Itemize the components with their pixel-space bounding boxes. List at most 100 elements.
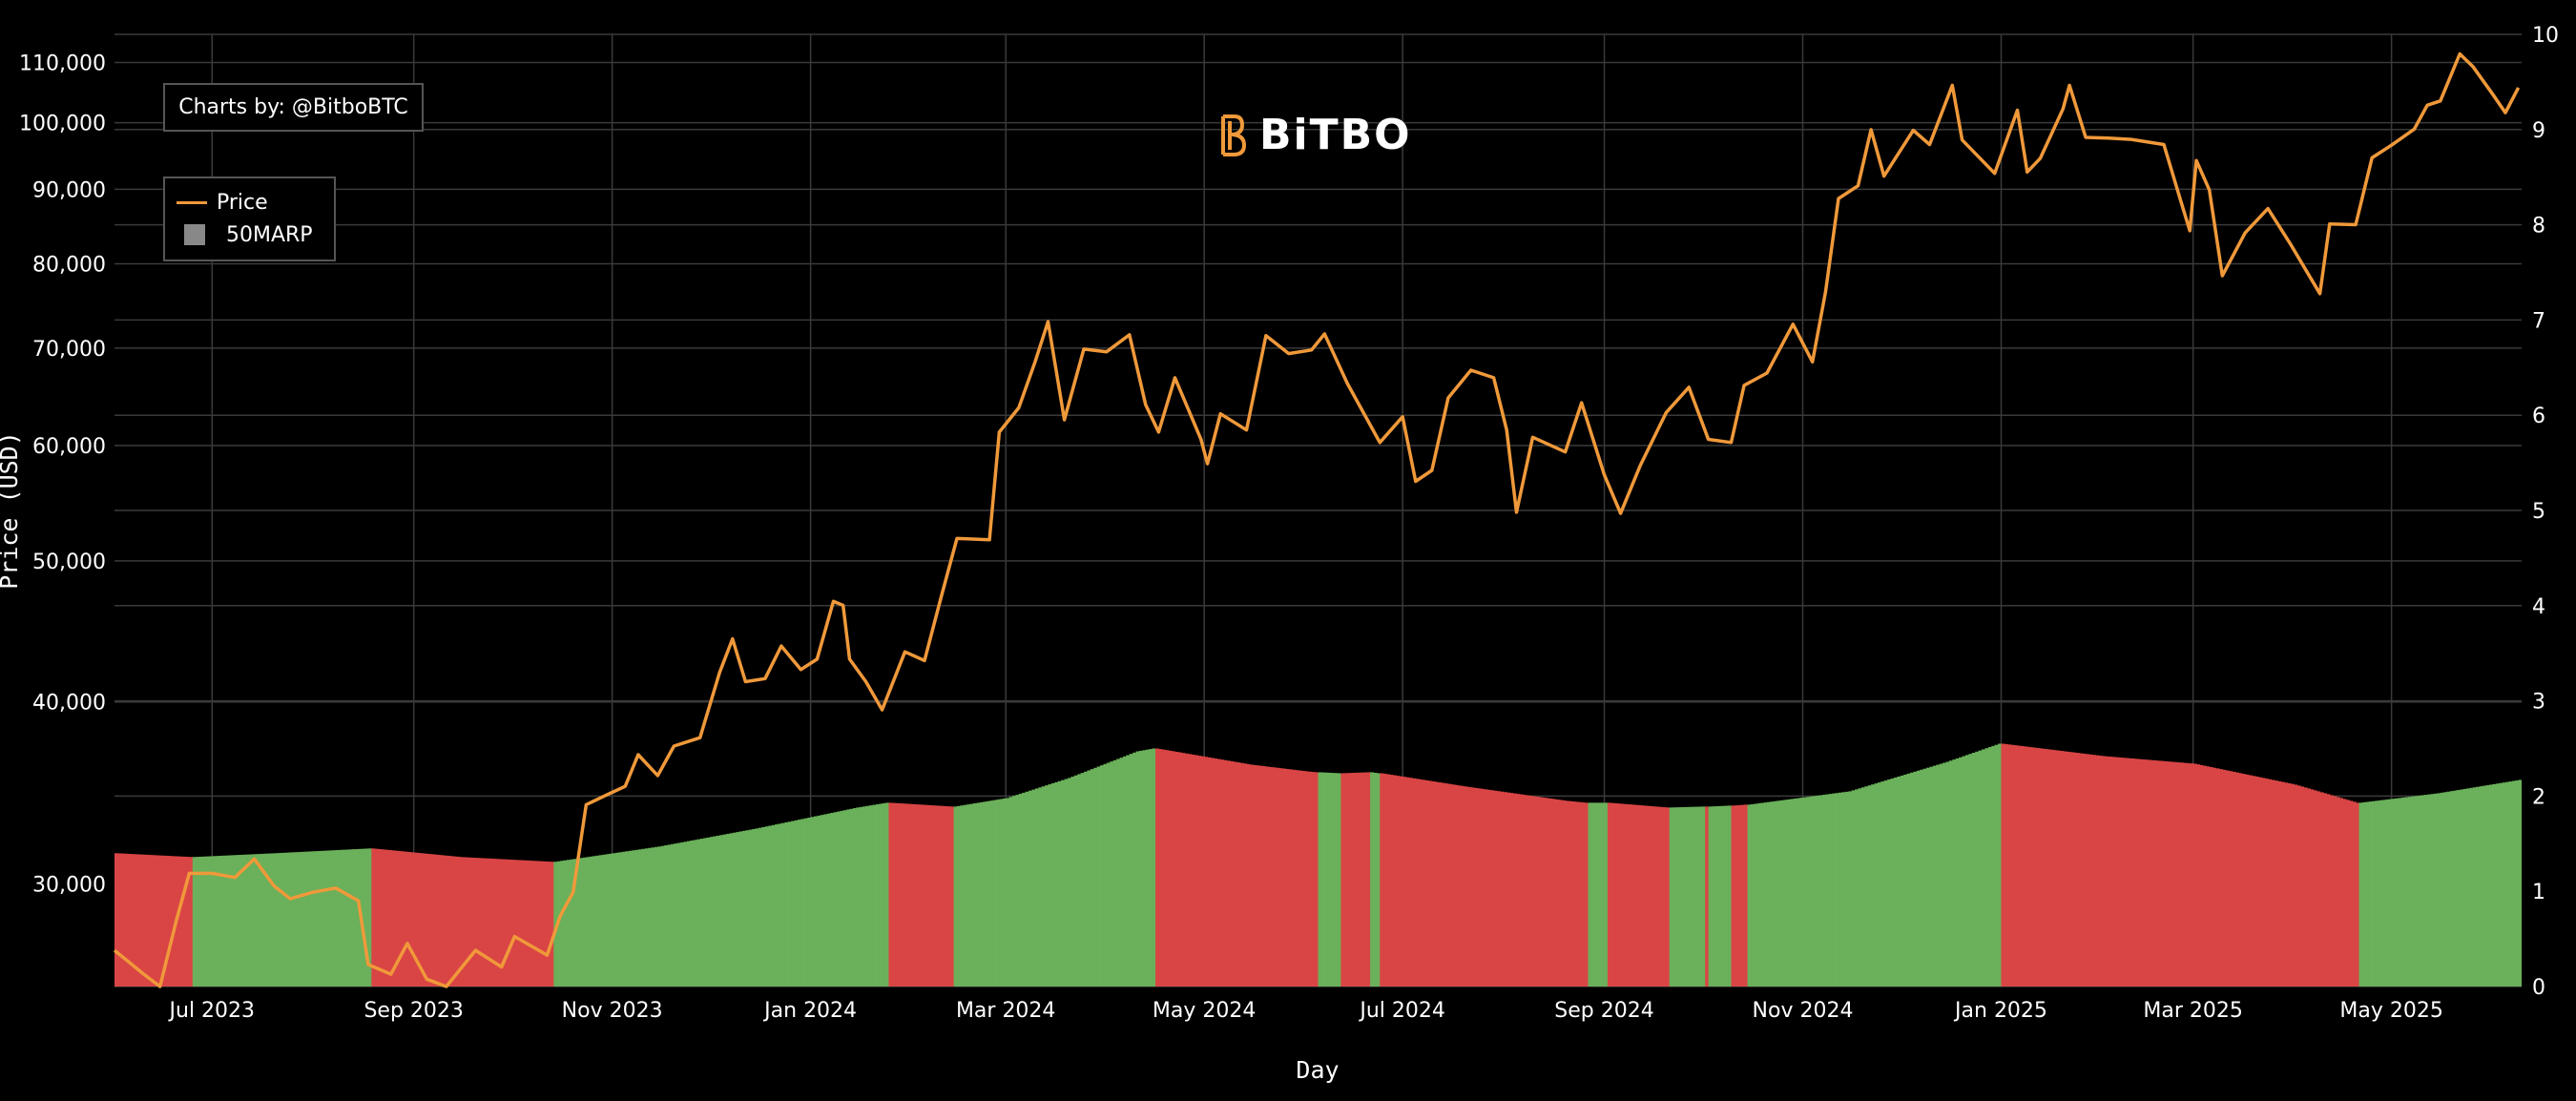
marp-bar: [1442, 782, 1446, 987]
x-tick-label-0: Jul 2023: [168, 999, 256, 1023]
y2-tick-label-7: 7: [2532, 309, 2545, 333]
marp-bar: [1214, 758, 1218, 987]
marp-bar: [446, 855, 450, 987]
marp-bar: [510, 860, 515, 987]
marp-bar: [1204, 757, 1209, 987]
marp-bar: [1210, 758, 1215, 987]
marp-bar: [1230, 760, 1235, 987]
marp-bar: [2024, 746, 2028, 987]
marp-bar: [1084, 771, 1089, 987]
marp-bar: [836, 811, 841, 987]
marp-bar: [1145, 749, 1150, 987]
marp-bar: [703, 838, 708, 987]
marp-bar: [1370, 772, 1375, 987]
marp-bar: [1447, 783, 1452, 987]
marp-bar: [2170, 761, 2174, 987]
legend-item-50marp[interactable]: 50MARP: [165, 218, 334, 251]
marp-bar: [2280, 781, 2285, 987]
marp-bar: [1734, 805, 1738, 987]
marp-bar: [2381, 800, 2386, 987]
marp-bar: [868, 805, 874, 987]
x-tick-label-4: Mar 2024: [956, 999, 1056, 1023]
marp-bar: [2209, 767, 2213, 987]
marp-bar: [2026, 746, 2031, 987]
marp-bar: [1438, 782, 1443, 987]
marp-bar: [1825, 794, 1830, 987]
marp-bar: [764, 826, 769, 987]
marp-bar: [618, 852, 623, 987]
marp-bar: [1415, 779, 1420, 987]
marp-bar: [2114, 757, 2119, 987]
marp-bar: [1855, 789, 1859, 987]
marp-bar: [1936, 764, 1941, 987]
marp-bar: [2202, 765, 2207, 987]
marp-bar: [2020, 746, 2025, 987]
marp-bar: [1858, 788, 1862, 987]
y-tick-label-0: 30,000: [32, 873, 106, 897]
marp-bar: [736, 832, 740, 987]
legend-price-line-icon: [177, 200, 207, 204]
y-tick-label-5: 80,000: [32, 253, 106, 277]
marp-bar: [1461, 785, 1465, 987]
legend-item-price[interactable]: Price: [165, 186, 334, 218]
marp-bar: [2274, 780, 2278, 987]
y-tick-label-1: 40,000: [32, 692, 106, 716]
marp-bar: [131, 854, 135, 987]
marp-bar: [1740, 804, 1745, 987]
marp-bar: [690, 840, 695, 987]
marp-bar: [1672, 807, 1677, 987]
marp-bar: [2086, 754, 2090, 987]
marp-bar: [394, 850, 399, 987]
marp-bar: [1431, 781, 1436, 987]
marp-bar: [498, 859, 503, 987]
marp-bar: [716, 835, 720, 987]
marp-bar: [1607, 802, 1611, 987]
marp-bar: [443, 855, 447, 987]
marp-bar: [355, 848, 360, 987]
marp-bar: [2196, 764, 2201, 987]
marp-bar: [1172, 751, 1176, 987]
y-axis-title: Price (USD): [0, 431, 23, 590]
marp-bar: [918, 804, 923, 987]
marp-bar: [1249, 764, 1254, 987]
marp-bar: [1298, 770, 1303, 987]
marp-bar: [1750, 803, 1755, 987]
credit-text: Charts by: @BitboBTC: [178, 95, 408, 119]
marp-bar: [1038, 787, 1043, 987]
marp-bar: [2153, 760, 2158, 987]
marp-bar: [637, 849, 642, 987]
marp-bar: [342, 849, 346, 987]
marp-bar: [2186, 762, 2191, 987]
marp-bar: [657, 846, 662, 987]
marp-bar: [674, 843, 678, 987]
marp-bar: [540, 861, 545, 987]
marp-bar: [218, 855, 223, 987]
marp-bar: [286, 852, 291, 987]
y2-tick-label-8: 8: [2532, 215, 2545, 239]
marp-bar: [1041, 786, 1046, 987]
marp-bar: [120, 853, 125, 987]
marp-bar: [2329, 795, 2334, 987]
marp-bar: [1620, 803, 1625, 987]
marp-bar: [2306, 788, 2311, 987]
bitbo-b-icon: [1221, 114, 1246, 156]
marp-bar: [2069, 752, 2074, 987]
marp-bar: [1464, 786, 1468, 987]
marp-bar: [579, 858, 584, 987]
marp-bar: [488, 858, 493, 987]
marp-bar: [2043, 748, 2047, 987]
marp-bar: [1959, 757, 1963, 987]
marp-bar: [1920, 769, 1924, 987]
marp-bar: [2504, 781, 2509, 987]
marp-bar: [244, 854, 249, 987]
marp-bar: [729, 833, 734, 987]
marp-bar: [1721, 805, 1726, 987]
marp-bar: [882, 802, 886, 987]
marp-bar: [1132, 752, 1137, 987]
marp-bar: [687, 841, 692, 987]
marp-bar: [602, 854, 607, 987]
marp-bar: [302, 851, 307, 987]
marp-bar: [748, 829, 753, 987]
marp-bar: [807, 817, 812, 987]
marp-bar: [1874, 783, 1879, 987]
